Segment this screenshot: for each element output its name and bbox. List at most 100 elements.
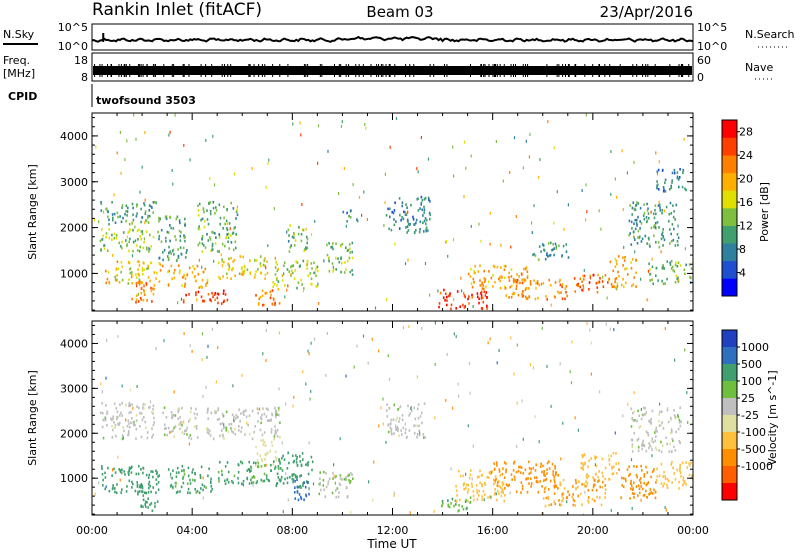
heatmap-cell [241,461,244,465]
heatmap-cell [226,233,228,236]
heatmap-cell [236,416,239,419]
heatmap-cell [626,468,629,471]
heatmap-cell [100,249,102,252]
colorbar-swatch [722,381,737,399]
heatmap-cell [218,203,221,207]
heatmap-cell [423,211,425,214]
heatmap-cell [667,420,670,424]
heatmap-cell [614,257,617,261]
heatmap-cell [273,297,275,301]
heatmap-cell [637,494,639,497]
heatmap-cell [665,205,668,209]
heatmap-cell [419,207,421,210]
heatmap-cell [247,423,249,427]
heatmap-cell [395,419,397,422]
heatmap-cell [289,246,292,249]
heatmap-cell [182,300,185,304]
heatmap-cell [639,477,642,480]
heatmap-cell [591,497,594,501]
heatmap-cell [645,465,647,469]
heatmap-cell [535,281,537,285]
colorbar-swatch [722,432,737,450]
heatmap-cell [669,263,672,266]
heatmap-cell [227,430,229,434]
colorbar-swatch [722,278,737,297]
heatmap-cell [223,205,225,209]
heatmap-cell [144,403,146,406]
heatmap-cell [452,238,455,242]
heatmap-cell [141,486,144,490]
heatmap-cell [407,220,409,223]
heatmap-cell [541,243,544,246]
heatmap-cell [466,483,468,487]
heatmap-cell [240,412,242,415]
heatmap-cell [245,409,247,412]
heatmap-cell [470,282,473,285]
heatmap-cell [189,478,191,482]
heatmap-cell [442,296,445,299]
heatmap-cell [641,447,643,451]
heatmap-cell [282,482,285,485]
heatmap-cell [555,471,557,475]
heatmap-cell [630,261,632,264]
heatmap-cell [143,290,145,293]
heatmap-cell [305,247,307,250]
heatmap-cell [106,277,109,281]
heatmap-cell [331,491,334,495]
heatmap-cell [306,267,308,270]
heatmap-cell [284,477,286,481]
heatmap-cell [230,422,233,426]
heatmap-cell [257,268,259,271]
heatmap-cell [643,444,646,448]
heatmap-cell [450,502,452,505]
x-tick-label: 08:00 [276,524,308,537]
heatmap-cell [662,185,665,189]
heatmap-cell [112,415,115,418]
heatmap-cell [121,414,123,417]
heatmap-cell [116,274,118,277]
heatmap-cell [663,267,665,270]
heatmap-cell [465,472,467,476]
heatmap-cell [592,273,595,277]
heatmap-cell [265,463,267,467]
heatmap-cell [542,497,545,500]
heatmap-cell [277,287,280,291]
heatmap-cell [281,469,284,472]
heatmap-cell [327,482,329,486]
heatmap-cell [214,212,216,215]
heatmap-cell [499,485,502,489]
heatmap-cell [178,471,180,474]
heatmap-cell [331,262,334,265]
heatmap-cell [187,474,190,478]
heatmap-cell [148,209,151,212]
heatmap-cell [521,272,523,276]
heatmap-cell [658,413,660,416]
heatmap-cell [335,242,337,245]
heatmap-cell [101,473,104,476]
heatmap-cell [649,245,651,248]
heatmap-cell [212,134,214,138]
heatmap-cell [144,500,147,504]
heatmap-cell [669,228,671,231]
heatmap-cell [150,286,152,290]
heatmap-cell [416,435,418,439]
heatmap-cell [518,465,520,469]
heatmap-cell [137,238,139,241]
heatmap-cell [566,500,568,504]
heatmap-cell [489,242,491,246]
heatmap-cell [204,267,207,271]
heatmap-cell [230,426,233,430]
heatmap-cell [151,411,153,414]
heatmap-cell [115,237,118,240]
heatmap-cell [677,261,680,265]
heatmap-cell [477,270,480,273]
heatmap-cell [189,158,191,162]
heatmap-cell [207,222,210,226]
heatmap-cell [666,408,669,412]
heatmap-cell [340,270,342,274]
heatmap-cell [585,113,587,117]
freq-band [93,66,692,75]
heatmap-cell [265,407,268,410]
heatmap-cell [634,238,636,241]
heatmap-cell [638,414,641,418]
